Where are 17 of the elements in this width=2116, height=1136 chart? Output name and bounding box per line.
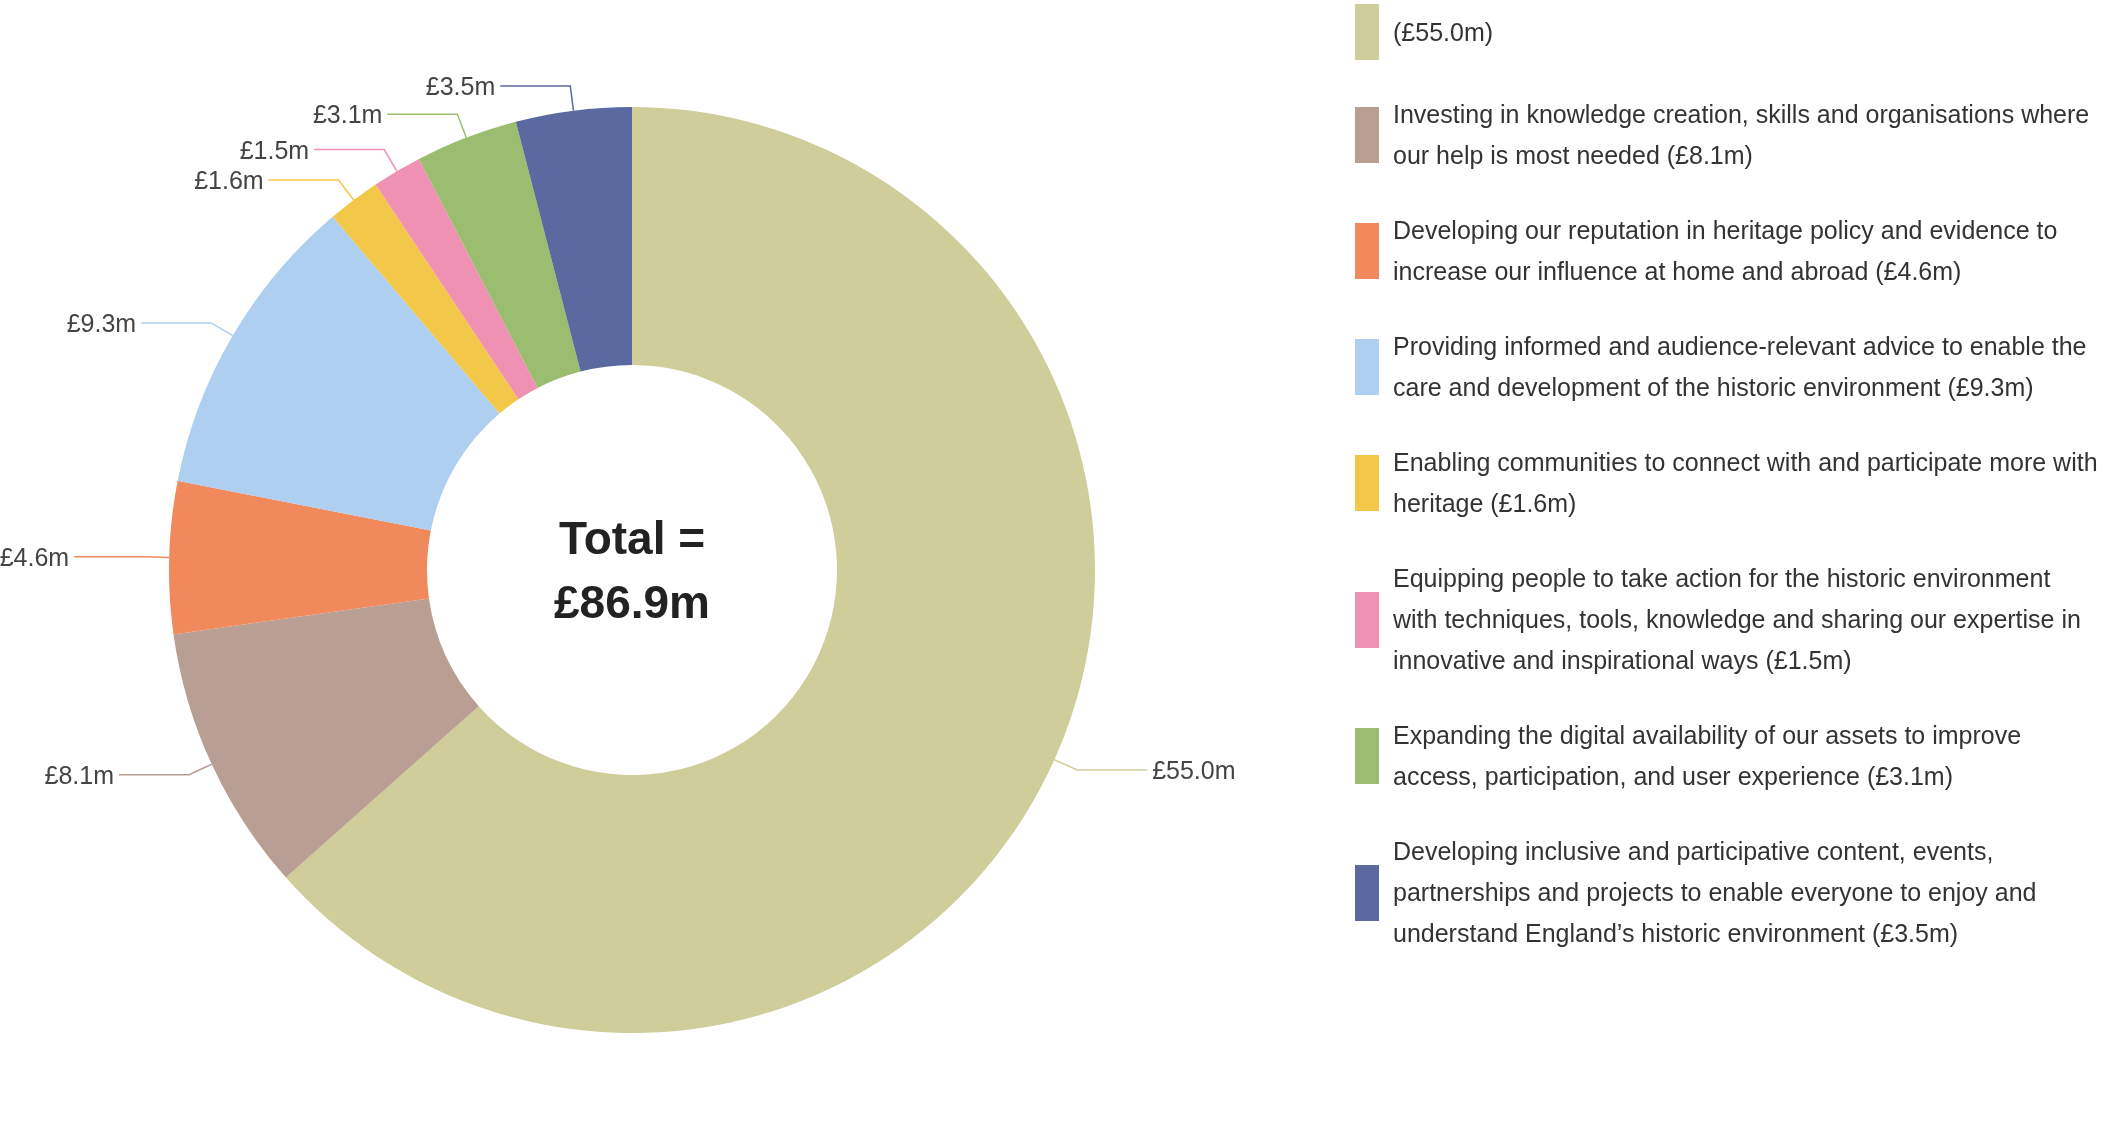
data-label: £1.6m	[194, 166, 264, 195]
data-label: £8.1m	[44, 760, 115, 789]
data-label: £4.6m	[0, 542, 70, 571]
data-label: £55.0m	[1152, 755, 1236, 784]
legend-label: Investing in knowledge creation, skills and organisations where our help is most needed (£8.1m)	[1393, 99, 2091, 171]
legend-label: Developing inclusive and participative content, events, partnerships and projects to enable everyone to enjoy and understand England’s historic environment (£3.5m)	[1393, 836, 2038, 949]
legend-label: Enabling communities to connect with and participate more with heritage (£1.6m)	[1393, 447, 2099, 519]
legend-label: Expanding the digital availability of our assets to improve access, participation, and user experience (£3.1m)	[1393, 720, 2023, 792]
legend-label: Equipping people to take action for the historic environment with techniques, tools, knowledge and sharing our expertise in innovative and inspirational ways (£1.5m)	[1393, 563, 2082, 676]
data-label: £3.1m	[312, 100, 383, 129]
legend-label: (£55.0m)	[1393, 16, 1494, 48]
data-label: £1.5m	[239, 135, 310, 164]
text: Total = £86.9m	[553, 512, 711, 628]
data-label: £9.3m	[66, 308, 137, 337]
data-label: £3.5m	[425, 71, 496, 100]
legend-label: Providing informed and audience-relevant advice to enable the care and development of the historic environment (£9.3m)	[1393, 331, 2088, 403]
legend-label: Developing our reputation in heritage policy and evidence to increase our influence at home and abroad (£4.6m)	[1393, 215, 2059, 287]
